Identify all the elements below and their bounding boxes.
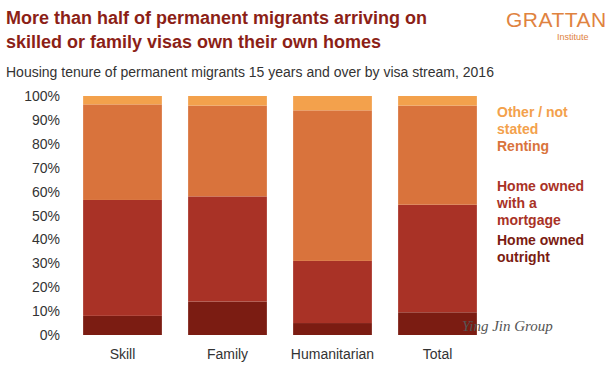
legend-entry: Home owned with a mortgage <box>497 178 602 229</box>
subtitle: Housing tenure of permanent migrants 15 … <box>6 64 494 80</box>
y-tick-label: 30% <box>32 255 60 271</box>
bar-segment <box>398 106 477 205</box>
y-tick-label: 0% <box>40 327 60 343</box>
y-tick-label: 50% <box>32 208 60 224</box>
bar-segment <box>293 323 372 335</box>
watermark: Ying Jin Group <box>462 318 553 335</box>
y-tick-label: 100% <box>24 88 60 104</box>
bar-segment <box>188 196 267 301</box>
logo: GRATTAN <box>506 8 605 32</box>
y-tick-label: 20% <box>32 279 60 295</box>
bar-segment <box>188 106 267 197</box>
bar-segment <box>293 96 372 110</box>
bar-segment <box>398 205 477 313</box>
y-tick-label: 90% <box>32 112 60 128</box>
bar-segment <box>83 96 162 104</box>
y-tick-label: 70% <box>32 160 60 176</box>
bar-segment <box>188 96 267 106</box>
y-tick-label: 60% <box>32 184 60 200</box>
bar-segment <box>83 316 162 335</box>
bar-segment <box>293 261 372 323</box>
bar-segment <box>83 104 162 200</box>
logo-subtitle: Institute <box>557 32 589 42</box>
y-tick-label: 10% <box>32 303 60 319</box>
x-tick-label: Skill <box>110 346 136 362</box>
y-tick-label: 40% <box>32 231 60 247</box>
legend-entry: Renting <box>497 138 602 155</box>
y-tick-label: 80% <box>32 136 60 152</box>
bar-segment <box>188 302 267 335</box>
bar-segment <box>293 110 372 261</box>
legend-entry: Home owned outright <box>497 232 602 266</box>
bar-segment <box>83 200 162 316</box>
x-tick-label: Total <box>423 346 453 362</box>
bar-segment <box>398 96 477 106</box>
legend-entry: Other / not stated <box>497 104 602 138</box>
bars <box>83 96 477 335</box>
x-tick-label: Humanitarian <box>291 346 374 362</box>
title: More than half of permanent migrants arr… <box>6 6 461 54</box>
x-tick-label: Family <box>207 346 248 362</box>
